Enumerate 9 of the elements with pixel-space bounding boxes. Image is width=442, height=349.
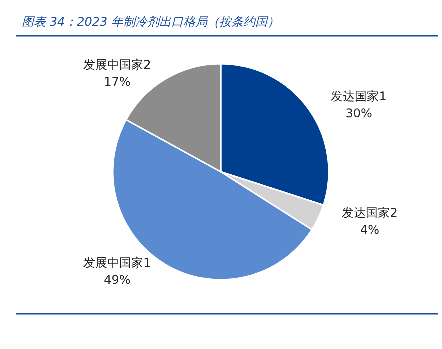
slice-label: 发展中国家1 <box>84 256 152 270</box>
slice-label: 发展中国家2 <box>84 58 152 72</box>
slice-label: 发达国家2 <box>342 206 398 220</box>
slice-label: 发达国家1 <box>331 89 387 104</box>
chart-title: 图表 34：2023 年制冷剂出口格局（按条约国） <box>22 15 280 29</box>
data-label: 4% <box>360 222 380 237</box>
data-label: 30% <box>346 106 372 120</box>
data-label: 17% <box>104 75 131 90</box>
data-label: 49% <box>104 272 131 287</box>
